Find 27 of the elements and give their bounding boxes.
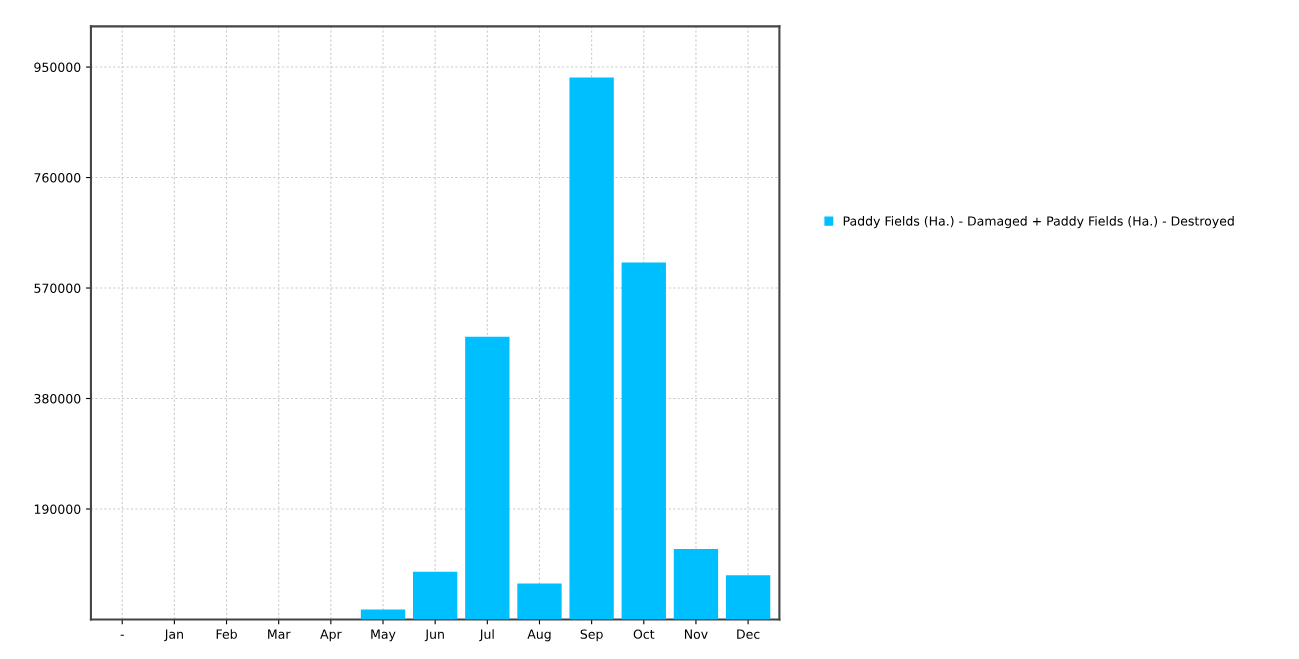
x-tick-label: Aug [527, 629, 551, 642]
bar [517, 583, 562, 620]
x-tick-label: Feb [216, 629, 237, 639]
bar [673, 549, 719, 620]
x-tick-label: Sep [580, 629, 603, 642]
y-tick-label: 190000 [34, 504, 81, 514]
x-tick-label: Apr [320, 629, 342, 642]
x-tick-label: Nov [684, 629, 708, 639]
x-tick-label: Oct [633, 629, 655, 639]
y-tick-label: 380000 [34, 393, 81, 404]
x-tick-label: - [120, 634, 124, 636]
y-tick-label: 760000 [34, 173, 81, 183]
x-tick-label: Jul [479, 629, 494, 642]
legend-label: Paddy Fields (Ha.) - Damaged + Paddy Fields (Ha.) - Destroyed [843, 216, 1234, 229]
x-tick-label: Jan [164, 629, 183, 642]
bar [569, 77, 614, 620]
x-tick-label: Jun [424, 629, 444, 642]
y-tick-label: 950000 [34, 62, 81, 72]
x-tick-label: May [371, 629, 396, 642]
bar [360, 609, 406, 620]
bar [465, 336, 510, 620]
bar [413, 571, 458, 620]
y-tick-label: 570000 [34, 283, 81, 293]
x-tick-label: Dec [737, 629, 760, 639]
bar [725, 575, 771, 620]
x-tick-label: Mar [268, 629, 291, 639]
bar [621, 262, 666, 620]
